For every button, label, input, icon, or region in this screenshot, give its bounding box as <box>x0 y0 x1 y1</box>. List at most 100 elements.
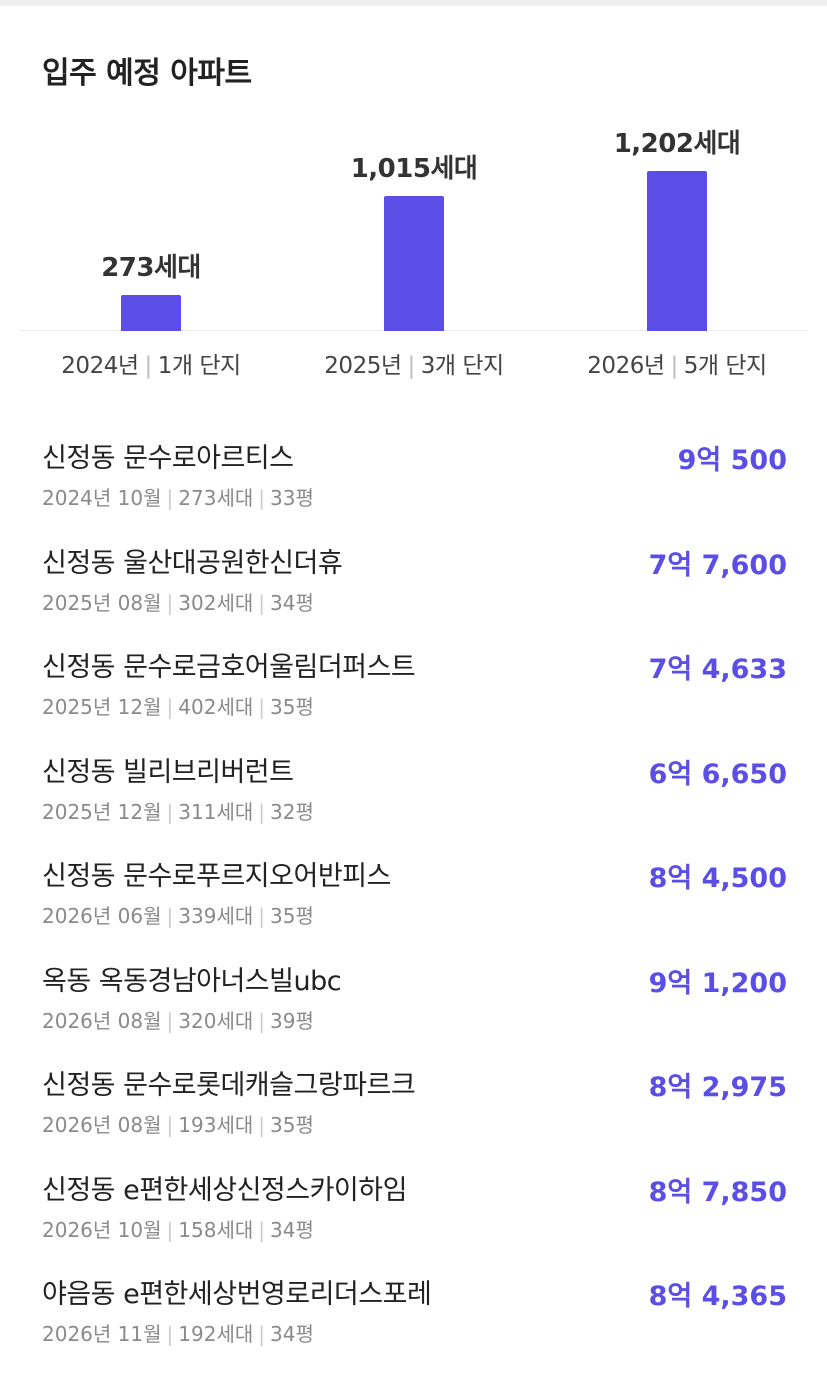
apartment-list: 신정동 문수로아르티스 2024년 10월 | 273세대 | 33평 9억 500 신정동 … <box>0 420 827 1361</box>
list-item[interactable]: 야음동 e편한세상번영로리더스포레 2026년 11월 | 192세대 | 34평 8억 4… <box>0 1256 827 1361</box>
meta-households: 193세대 <box>178 1113 254 1137</box>
apartment-meta: 2025년 08월 | 302세대 | 34평 <box>42 587 314 616</box>
separator: | <box>166 590 174 615</box>
apartment-name: 신정동 문수로롯데캐슬그랑파르크 <box>42 1070 416 1101</box>
separator: | <box>166 1217 174 1242</box>
bar-value-label: 273세대 <box>101 253 201 283</box>
meta-households: 320세대 <box>178 1008 254 1033</box>
bar-2026년[interactable] <box>647 171 707 331</box>
bar-2024년[interactable] <box>121 295 181 331</box>
separator: | <box>258 486 265 510</box>
separator: | <box>166 904 174 928</box>
meta-date: 2026년 10월 <box>42 1217 162 1242</box>
apartment-meta: 2025년 12월 | 311세대 | 32평 <box>42 796 314 825</box>
meta-households: 402세대 <box>178 695 254 719</box>
list-item[interactable]: 옥동 옥동경남아너스빌ubc 2026년 08월 | 320세대 | 39평 9억 1,20… <box>0 943 827 1048</box>
meta-size: 32평 <box>270 799 314 824</box>
meta-size: 34평 <box>270 1217 314 1242</box>
meta-date: 2026년 06월 <box>42 904 162 928</box>
meta-households: 339세대 <box>178 904 254 928</box>
meta-size: 34평 <box>270 590 314 615</box>
list-item[interactable]: 신정동 문수로금호어울림더퍼스트 2025년 12월 | 402세대 | 35평 7억 4,… <box>0 629 827 734</box>
meta-date: 2026년 08월 <box>42 1008 162 1033</box>
category-year: 2024년 <box>61 353 139 379</box>
separator: | <box>670 353 679 379</box>
apartment-meta: 2025년 12월 | 402세대 | 35평 <box>42 691 314 720</box>
apartment-name: 신정동 빌리브리버런트 <box>42 756 294 788</box>
apartment-price: 6억 6,650 <box>648 758 787 790</box>
separator: | <box>166 695 174 719</box>
separator: | <box>258 1008 265 1033</box>
list-item[interactable]: 신정동 빌리브리버런트 2025년 12월 | 311세대 | 32평 6억 6,650 <box>0 734 827 839</box>
apartment-name: 신정동 문수로아르티스 <box>42 443 294 474</box>
apartment-meta: 2024년 10월 | 273세대 | 33평 <box>42 482 314 511</box>
category-complex-count: 1개 단지 <box>157 353 241 379</box>
apartment-name: 옥동 옥동경남아너스빌ubc <box>42 965 342 997</box>
meta-households: 192세대 <box>178 1322 254 1346</box>
meta-households: 302세대 <box>178 590 254 615</box>
list-item[interactable]: 신정동 문수로롯데캐슬그랑파르크 2026년 08월 | 193세대 | 35평 8억 2,… <box>0 1047 827 1152</box>
meta-size: 35평 <box>270 695 314 719</box>
apartment-name: 신정동 e편한세상신정스카이하임 <box>42 1174 407 1206</box>
separator: | <box>166 1322 174 1346</box>
meta-households: 273세대 <box>178 486 254 510</box>
separator: | <box>258 799 265 824</box>
meta-size: 35평 <box>270 1113 314 1137</box>
meta-date: 2025년 12월 <box>42 799 162 824</box>
apartment-price: 8억 4,500 <box>648 863 787 894</box>
top-divider <box>0 0 827 6</box>
meta-size: 33평 <box>270 486 314 510</box>
separator: | <box>166 1113 174 1137</box>
meta-size: 39평 <box>270 1008 314 1033</box>
category-label: 2026년 | 5개 단지 <box>547 346 807 380</box>
apartment-price: 7억 7,600 <box>648 549 787 581</box>
list-item[interactable]: 신정동 문수로아르티스 2024년 10월 | 273세대 | 33평 9억 500 <box>0 420 827 525</box>
separator: | <box>166 486 174 510</box>
apartment-name: 야음동 e편한세상번영로리더스포레 <box>42 1279 432 1310</box>
separator: | <box>258 904 265 928</box>
separator: | <box>258 1217 265 1242</box>
meta-date: 2024년 10월 <box>42 486 162 510</box>
meta-date: 2026년 11월 <box>42 1322 162 1346</box>
apartment-price: 8억 4,365 <box>648 1281 787 1312</box>
apartment-meta: 2026년 08월 | 320세대 | 39평 <box>42 1005 314 1034</box>
apartment-price: 7억 4,633 <box>648 654 787 685</box>
apartment-name: 신정동 울산대공원한신더휴 <box>42 547 343 579</box>
bar-value-label: 1,202세대 <box>613 129 741 159</box>
meta-date: 2026년 08월 <box>42 1113 162 1137</box>
meta-size: 35평 <box>270 904 314 928</box>
separator: | <box>258 1322 265 1346</box>
separator: | <box>166 799 174 824</box>
apartment-price: 9억 500 <box>677 445 787 476</box>
category-label: 2024년 | 1개 단지 <box>21 346 281 380</box>
category-complex-count: 5개 단지 <box>683 353 767 379</box>
page-title: 입주 예정 아파트 <box>42 56 252 91</box>
category-complex-count: 3개 단지 <box>420 353 504 379</box>
apartment-meta: 2026년 08월 | 193세대 | 35평 <box>42 1109 314 1138</box>
list-item[interactable]: 신정동 울산대공원한신더휴 2025년 08월 | 302세대 | 34평 7억 7,600 <box>0 525 827 630</box>
apartment-meta: 2026년 11월 | 192세대 | 34평 <box>42 1318 314 1347</box>
list-item[interactable]: 신정동 e편한세상신정스카이하임 2026년 10월 | 158세대 | 34평 8억 7,… <box>0 1152 827 1257</box>
meta-households: 158세대 <box>178 1217 254 1242</box>
bar-2025년[interactable] <box>384 196 444 331</box>
apartment-price: 8억 7,850 <box>648 1176 787 1208</box>
apartment-name: 신정동 문수로푸르지오어반피스 <box>42 861 391 892</box>
apartment-price: 8억 2,975 <box>648 1072 787 1103</box>
separator: | <box>258 695 265 719</box>
move-in-chart: 273세대 2024년 | 1개 단지 1,015세대 2025년 | 3개 단지 1,202세… <box>0 0 827 400</box>
apartment-meta: 2026년 10월 | 158세대 | 34평 <box>42 1214 314 1243</box>
category-year: 2025년 <box>324 353 402 379</box>
apartment-price: 9억 1,200 <box>648 967 787 999</box>
meta-date: 2025년 12월 <box>42 695 162 719</box>
list-item[interactable]: 신정동 문수로푸르지오어반피스 2026년 06월 | 339세대 | 35평 8억 4,5… <box>0 838 827 943</box>
separator: | <box>407 353 416 379</box>
meta-date: 2025년 08월 <box>42 590 162 615</box>
separator: | <box>258 590 265 615</box>
meta-size: 34평 <box>270 1322 314 1346</box>
bar-value-label: 1,015세대 <box>350 154 478 184</box>
apartment-name: 신정동 문수로금호어울림더퍼스트 <box>42 652 416 683</box>
separator: | <box>166 1008 174 1033</box>
separator: | <box>258 1113 265 1137</box>
apartment-meta: 2026년 06월 | 339세대 | 35평 <box>42 900 314 929</box>
meta-households: 311세대 <box>178 799 254 824</box>
